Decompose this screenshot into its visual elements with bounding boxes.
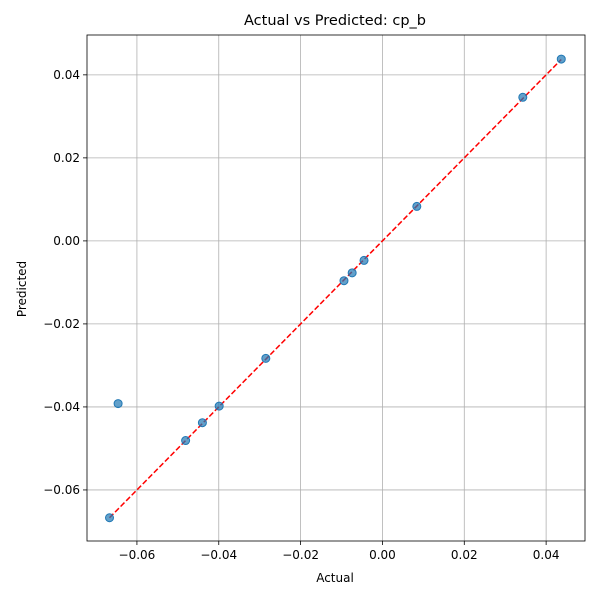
data-point [197,418,207,428]
x-tick-label: 0.00 [369,548,396,562]
reference-line-layer [108,58,562,519]
data-point [347,268,357,278]
data-point [518,92,528,102]
data-point [339,276,349,286]
data-point [214,401,224,411]
data-point [113,399,123,409]
data-point [359,255,369,265]
y-tick-label: 0.04 [53,68,80,82]
y-tick-label: 0.02 [53,151,80,165]
x-axis-label: Actual [316,571,354,585]
data-point [261,353,271,363]
x-axis-ticks: −0.06 −0.04 −0.02 0.00 0.02 0.04 [119,541,560,562]
x-tick-label: −0.04 [200,548,237,562]
points-layer [105,54,566,523]
data-point [556,54,566,64]
y-axis-ticks: −0.06 −0.04 −0.02 0.00 0.02 0.04 [43,68,87,497]
y-tick-label: −0.02 [43,317,80,331]
grid [87,35,585,541]
reference-line [108,58,562,519]
x-tick-label: −0.06 [119,548,156,562]
y-tick-label: 0.00 [53,234,80,248]
chart-title: Actual vs Predicted: cp_b [244,13,426,29]
x-tick-label: 0.02 [451,548,478,562]
y-tick-label: −0.04 [43,400,80,414]
plot-frame [86,34,586,542]
data-point [181,436,191,446]
y-axis-label: Predicted [15,261,29,317]
x-tick-label: 0.04 [533,548,560,562]
data-point [105,513,115,523]
x-tick-label: −0.02 [282,548,319,562]
y-tick-label: −0.06 [43,483,80,497]
data-point [412,201,422,211]
